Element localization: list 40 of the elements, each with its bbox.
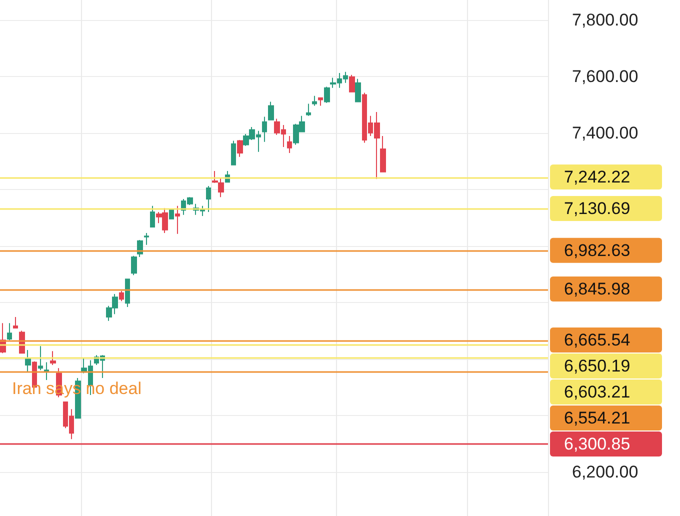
ref-line-label: 6,650.19	[564, 356, 630, 376]
candlestick	[324, 86, 330, 104]
candlestick	[175, 205, 180, 234]
candlestick	[131, 255, 137, 276]
candlestick	[7, 322, 12, 341]
candlestick	[355, 78, 361, 102]
candlestick	[25, 350, 31, 373]
candlestick	[218, 177, 224, 198]
candlestick	[306, 103, 311, 116]
candlestick	[212, 170, 218, 184]
candlestick	[206, 186, 211, 213]
ref-line-label: 7,242.22	[564, 168, 630, 186]
y-tick-label: 7,400.00	[572, 123, 638, 142]
ref-line-label: 6,554.21	[564, 408, 630, 428]
candlestick	[262, 116, 267, 142]
candlestick	[44, 362, 49, 380]
ref-line-label: 7,130.69	[564, 199, 630, 218]
candlestick	[38, 346, 43, 371]
candlestick	[312, 95, 317, 106]
ref-line-label: 6,982.63	[564, 240, 630, 260]
ref-line-label: 6,300.85	[564, 434, 630, 454]
candlestick	[150, 205, 155, 228]
candlestick	[237, 139, 243, 158]
ref-line-label: 6,665.54	[564, 330, 630, 350]
candlestick	[268, 101, 274, 120]
candlestick	[125, 278, 130, 308]
ref-line-label: 6,845.98	[564, 280, 630, 299]
candlestick	[318, 97, 323, 106]
candlestick	[287, 136, 292, 154]
y-tick-label: 7,800.00	[572, 10, 638, 30]
y-tick-label: 7,600.00	[572, 66, 638, 86]
candlestick	[144, 232, 149, 246]
ref-line-label: 6,603.21	[564, 382, 630, 402]
candlestick	[380, 136, 386, 172]
candlestick	[13, 316, 18, 328]
candlestick	[119, 290, 124, 302]
y-tick-label: 6,200.00	[572, 462, 638, 482]
candlestick	[349, 74, 355, 92]
candlestick	[50, 350, 56, 366]
candlestick	[231, 140, 236, 166]
